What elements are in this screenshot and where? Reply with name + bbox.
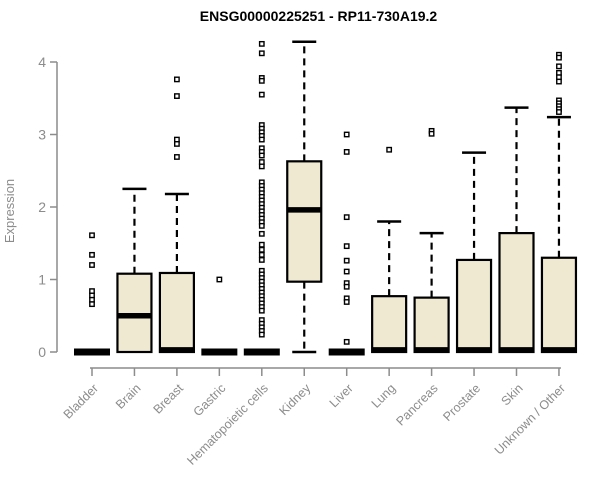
outlier-point: [343, 214, 350, 221]
x-tick-label: Liver: [327, 381, 356, 410]
x-tick-label: Skin: [499, 381, 526, 408]
box-iqr: [455, 258, 493, 354]
chart-title: ENSG00000225251 - RP11-730A19.2: [199, 8, 438, 24]
y-tick-label: 2: [38, 199, 46, 215]
box-iqr: [371, 295, 408, 354]
y-axis-label: Expression: [2, 179, 17, 243]
box-iqr: [413, 296, 450, 354]
outlier-point: [556, 78, 562, 85]
collapsed-box: [74, 348, 110, 356]
outlier-point: [258, 246, 265, 253]
outlier-point: [216, 276, 223, 283]
outlier-point: [343, 257, 350, 264]
outlier-point: [258, 251, 265, 258]
box-iqr: [540, 256, 578, 354]
collapsed-box: [243, 348, 280, 356]
outlier-point: [173, 93, 180, 99]
outlier-point: [258, 50, 265, 57]
outlier-point: [258, 152, 265, 159]
outlier-point: [258, 163, 265, 170]
outlier-point: [89, 262, 95, 268]
box-group-hematopoietic-cells: [243, 40, 280, 356]
box-iqr: [158, 271, 195, 354]
outlier-point: [89, 251, 95, 258]
box-group-breast: [158, 76, 195, 354]
box-group-lung: [371, 146, 408, 354]
outlier-point: [258, 230, 265, 237]
outlier-point: [258, 40, 265, 47]
y-tick-label: 3: [38, 127, 46, 143]
outlier-point: [258, 307, 265, 314]
outlier-point: [258, 77, 265, 84]
outlier-point: [556, 54, 562, 61]
x-tick-label: Kidney: [276, 381, 313, 418]
y-tick-label: 0: [38, 344, 46, 360]
outlier-point: [173, 141, 180, 147]
collapsed-box: [201, 348, 238, 356]
box-group-bladder: [74, 232, 110, 356]
x-tick-label: Gastric: [191, 381, 229, 419]
outlier-point: [343, 131, 350, 138]
y-tick-label: 4: [38, 54, 46, 70]
x-tick-label: Hematopoietic cells: [184, 381, 271, 468]
outlier-point: [343, 283, 350, 290]
box-group-kidney: [286, 40, 323, 354]
box-iqr: [116, 272, 153, 354]
x-tick-label: Pancreas: [393, 381, 440, 428]
x-tick-label: Breast: [151, 381, 187, 417]
outlier-point: [386, 146, 393, 153]
x-tick-label: Bladder: [61, 381, 101, 421]
box-iqr: [286, 160, 323, 283]
outlier-point: [556, 109, 562, 115]
box-group-unknown-other: [540, 51, 578, 354]
outlier-point: [343, 243, 350, 250]
box-group-gastric: [201, 276, 238, 356]
outlier-point: [556, 63, 562, 70]
box-group-liver: [328, 131, 365, 356]
outlier-point: [258, 91, 265, 98]
outlier-point: [343, 148, 350, 155]
outlier-point: [258, 257, 265, 263]
box-group-brain: [116, 187, 153, 354]
outlier-point: [428, 130, 435, 137]
outlier-point: [89, 232, 95, 239]
outlier-point: [343, 338, 350, 345]
outlier-point: [89, 301, 95, 308]
x-tick-label: Brain: [113, 381, 144, 412]
outlier-point: [258, 136, 265, 143]
box-iqr: [498, 232, 535, 354]
x-tick-label: Lung: [369, 381, 399, 411]
outlier-point: [258, 222, 265, 229]
outlier-point: [173, 154, 180, 160]
collapsed-box: [328, 348, 365, 356]
outlier-point: [343, 268, 350, 275]
box-group-skin: [498, 106, 535, 354]
outlier-point: [173, 76, 180, 83]
box-group-pancreas: [413, 127, 450, 354]
outlier-point: [343, 299, 350, 305]
y-tick-label: 1: [38, 272, 46, 288]
box-group-prostate: [455, 151, 493, 354]
x-tick-label: Prostate: [440, 381, 483, 424]
outlier-point: [258, 241, 265, 248]
outlier-point: [258, 331, 265, 338]
